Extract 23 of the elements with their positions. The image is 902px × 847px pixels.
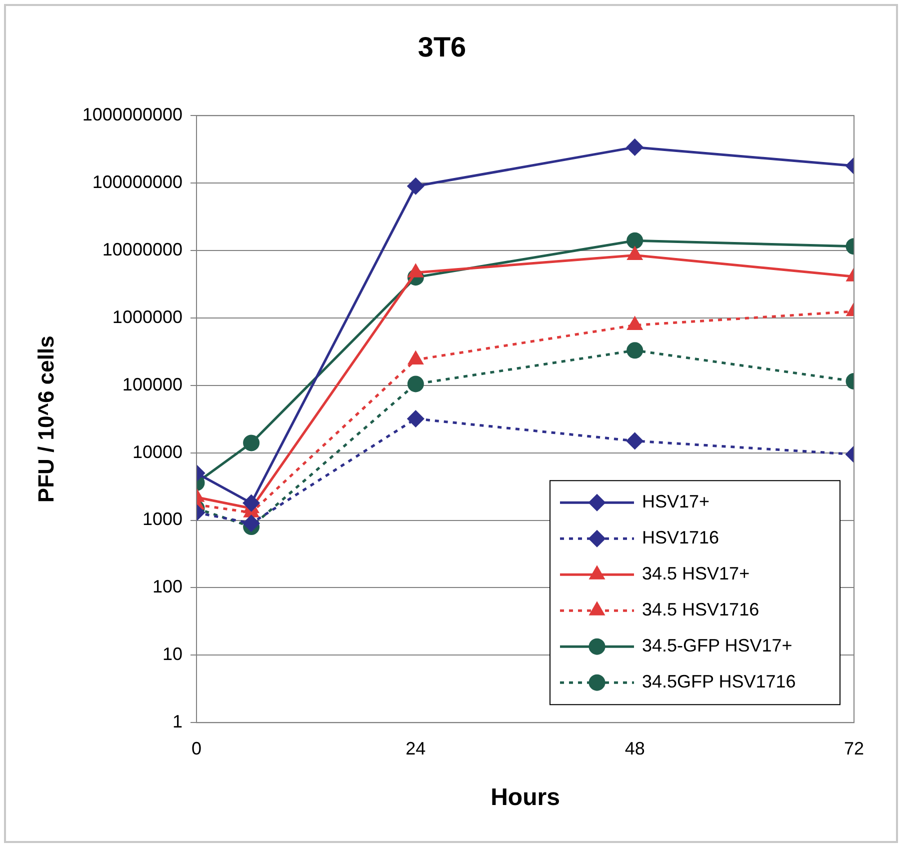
- x-axis-title: Hours: [490, 784, 560, 812]
- y-tick-label: 10000: [132, 442, 183, 462]
- y-axis-title: PFU / 10^6 cells: [33, 336, 58, 503]
- legend-label: 34.5GFP HSV1716: [642, 672, 796, 692]
- legend-label: HSV1716: [642, 528, 720, 548]
- legend-label: 34.5-GFP HSV17+: [642, 636, 792, 656]
- legend-label: 34.5 HSV1716: [642, 600, 760, 620]
- y-tick-label: 1000: [142, 509, 183, 530]
- y-tick-label: 1000000000: [82, 104, 183, 125]
- chart-title: 3T6: [418, 32, 466, 63]
- y-tick-label: 100: [152, 576, 183, 597]
- y-tick-label: 10: [162, 644, 183, 664]
- y-tick-label: 10000000: [102, 239, 183, 260]
- legend-label: 34.5 HSV17+: [642, 564, 750, 584]
- x-tick-label: 24: [406, 738, 426, 758]
- y-tick-label: 1: [172, 712, 183, 732]
- x-tick-label: 72: [844, 738, 864, 758]
- legend-label: HSV17+: [642, 492, 710, 512]
- y-tick-label: 100000: [122, 374, 183, 394]
- x-tick-label: 48: [624, 738, 645, 758]
- x-tick-label: 0: [192, 738, 202, 758]
- y-tick-label: 1000000: [112, 306, 183, 327]
- y-tick-label: 100000000: [92, 172, 183, 192]
